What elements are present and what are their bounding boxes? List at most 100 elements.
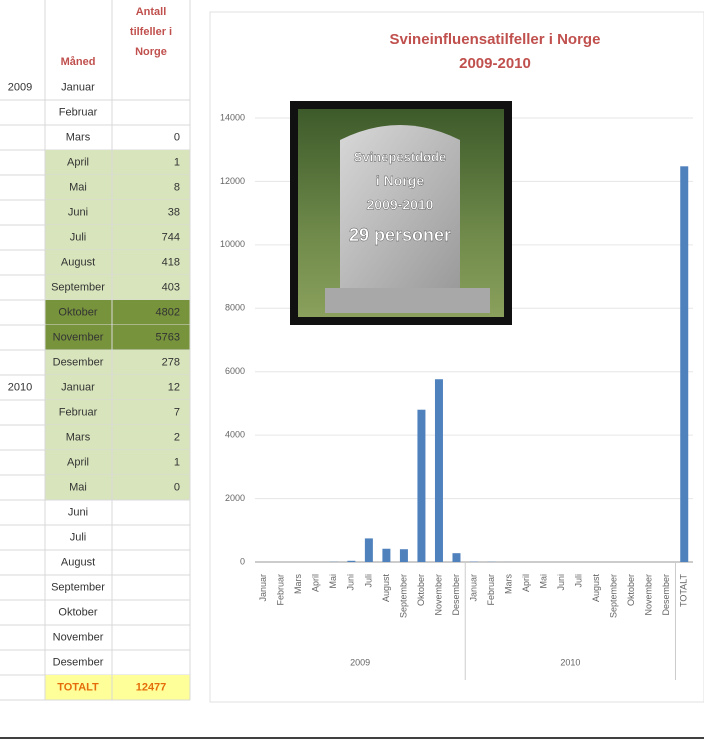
- cell-fill: [45, 450, 190, 475]
- x-tick-label: Juni: [556, 574, 566, 591]
- count-cell: 5763: [156, 331, 180, 343]
- month-cell: August: [61, 556, 95, 568]
- chart-subtitle: 2009-2010: [459, 55, 531, 72]
- y-tick-label: 14000: [220, 112, 245, 122]
- x-tick-label: Februar: [276, 574, 286, 606]
- x-tick-label: Mai: [538, 574, 548, 589]
- image-text: i Norge: [376, 173, 424, 189]
- month-cell: Juli: [70, 531, 87, 543]
- month-cell: Januar: [61, 381, 95, 393]
- month-cell: August: [61, 256, 95, 268]
- count-cell: 0: [174, 131, 180, 143]
- x-tick-label: August: [381, 574, 391, 603]
- month-cell: Mars: [66, 431, 91, 443]
- image-text: 29 personer: [349, 225, 451, 245]
- x-tick-label: November: [433, 574, 443, 616]
- cell-fill: [45, 250, 190, 275]
- x-tick-label: Mai: [328, 574, 338, 589]
- month-cell: April: [67, 156, 89, 168]
- count-cell: 2: [174, 431, 180, 443]
- bar: [434, 379, 443, 562]
- x-tick-label: Desember: [661, 574, 671, 616]
- y-tick-label: 8000: [225, 303, 245, 313]
- y-tick-label: 12000: [220, 176, 245, 186]
- x-tick-label: Oktober: [626, 574, 636, 606]
- month-cell: Mars: [66, 131, 91, 143]
- month-cell: Desember: [53, 356, 104, 368]
- count-cell: 4802: [156, 306, 180, 318]
- count-cell: 38: [168, 206, 180, 218]
- x-tick-label: Mars: [293, 574, 303, 594]
- month-cell: Februar: [59, 106, 98, 118]
- cell-fill: [45, 175, 190, 200]
- chart-title: Svineinfluensatilfeller i Norge: [390, 31, 601, 48]
- x-group-label: 2009: [350, 657, 370, 667]
- month-cell: Januar: [61, 81, 95, 93]
- column-header: Norge: [135, 46, 167, 58]
- column-header: Antall: [136, 6, 167, 18]
- y-tick-label: 10000: [220, 239, 245, 249]
- image-text: Svinepestdøde: [354, 149, 446, 164]
- month-cell: September: [51, 581, 105, 593]
- column-header: tilfeller i: [130, 26, 172, 38]
- y-tick-label: 0: [240, 556, 245, 566]
- count-cell: 12: [168, 381, 180, 393]
- cell-fill: [45, 225, 190, 250]
- month-cell: November: [53, 331, 104, 343]
- x-tick-label: Desember: [451, 574, 461, 616]
- tombstone-base: [325, 288, 490, 313]
- month-cell: TOTALT: [57, 681, 99, 693]
- tombstone-image: Svinepestdøde i Norge 2009-2010 29 perso…: [290, 101, 512, 325]
- cell-fill: [45, 200, 190, 225]
- x-tick-label: Mars: [503, 574, 513, 594]
- count-cell: 8: [174, 181, 180, 193]
- month-cell: Oktober: [58, 306, 97, 318]
- cell-fill: [45, 675, 190, 700]
- year-cell: 2010: [8, 381, 32, 393]
- count-cell: 1: [174, 456, 180, 468]
- plot: 0 2000 4000 6000 8000 10000 12000 14000 Januar Fe…: [220, 112, 693, 680]
- x-group-label: 2010: [560, 657, 580, 667]
- year-cell: 2009: [8, 81, 32, 93]
- bar: [417, 409, 426, 562]
- tombstone: [340, 125, 460, 290]
- x-tick-label: Februar: [486, 574, 496, 606]
- count-cell: 403: [162, 281, 180, 293]
- bar: [399, 549, 408, 562]
- month-cell: September: [51, 281, 105, 293]
- count-cell: 744: [162, 231, 180, 243]
- month-cell: Desember: [53, 656, 104, 668]
- x-tick-label: Juli: [363, 574, 373, 588]
- y-tick-label: 2000: [225, 493, 245, 503]
- bar: [382, 548, 391, 562]
- month-cell: November: [53, 631, 104, 643]
- count-cell: 7: [174, 406, 180, 418]
- count-cell: 1: [174, 156, 180, 168]
- x-tick-label: TOTALT: [679, 574, 689, 608]
- month-cell: Mai: [69, 481, 87, 493]
- x-tick-label: September: [609, 574, 619, 618]
- cell-fill: [45, 475, 190, 500]
- x-tick-label: April: [521, 574, 531, 592]
- month-cell: Mai: [69, 181, 87, 193]
- cell-fill: [45, 425, 190, 450]
- x-tick-label: November: [644, 574, 654, 616]
- x-tick-label: Januar: [258, 574, 268, 602]
- cell-fill: [45, 300, 190, 325]
- bar: [452, 553, 461, 562]
- bar: [347, 560, 356, 562]
- x-tick-label: April: [311, 574, 321, 592]
- column-header: Måned: [61, 56, 96, 68]
- month-cell: Juni: [68, 206, 88, 218]
- count-cell: 0: [174, 481, 180, 493]
- y-tick-label: 4000: [225, 430, 245, 440]
- count-cell: 418: [162, 256, 180, 268]
- cell-fill: [45, 400, 190, 425]
- image-text: 2009-2010: [367, 197, 434, 213]
- cell-fill: [45, 150, 190, 175]
- bar: [364, 538, 373, 562]
- x-tick-label: August: [591, 574, 601, 603]
- x-tick-label: Juni: [346, 574, 356, 591]
- month-cell: Juli: [70, 231, 87, 243]
